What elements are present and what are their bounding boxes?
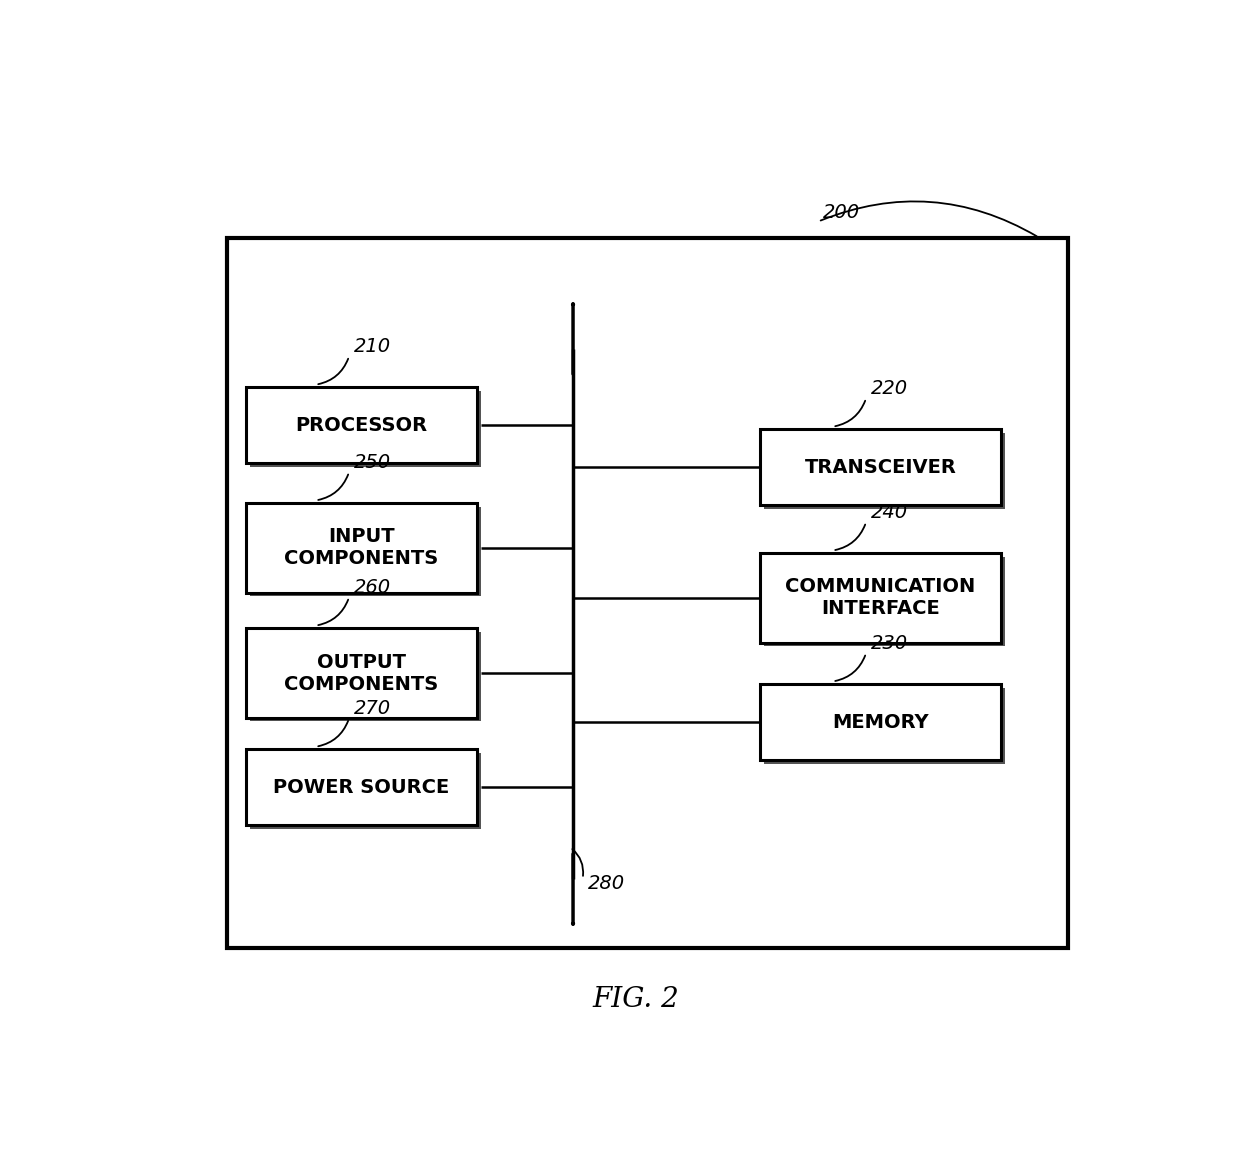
- Text: 280: 280: [588, 873, 625, 893]
- Bar: [247, 750, 477, 825]
- Text: 200: 200: [823, 202, 861, 222]
- Text: POWER SOURCE: POWER SOURCE: [274, 778, 450, 796]
- Text: MEMORY: MEMORY: [832, 713, 929, 731]
- Bar: [250, 391, 481, 467]
- Text: 240: 240: [870, 503, 908, 522]
- Text: INPUT
COMPONENTS: INPUT COMPONENTS: [284, 527, 439, 569]
- Text: 250: 250: [353, 453, 391, 471]
- Text: 260: 260: [353, 578, 391, 597]
- Bar: [760, 554, 1001, 643]
- Text: 270: 270: [353, 699, 391, 719]
- Text: 230: 230: [870, 634, 908, 652]
- Bar: [247, 628, 477, 717]
- Bar: [760, 430, 1001, 505]
- Text: OUTPUT
COMPONENTS: OUTPUT COMPONENTS: [284, 652, 439, 693]
- Text: FIG. 2: FIG. 2: [593, 986, 678, 1012]
- Bar: [760, 684, 1001, 760]
- Text: 210: 210: [353, 337, 391, 356]
- Bar: [764, 433, 1004, 509]
- Bar: [250, 506, 481, 596]
- Bar: [764, 687, 1004, 764]
- Bar: [247, 503, 477, 592]
- Text: 220: 220: [870, 380, 908, 398]
- Text: PROCESSOR: PROCESSOR: [295, 416, 428, 435]
- Text: TRANSCEIVER: TRANSCEIVER: [805, 457, 956, 477]
- Bar: [247, 388, 477, 463]
- Bar: [227, 238, 1068, 949]
- Bar: [764, 557, 1004, 647]
- Bar: [250, 632, 481, 721]
- Text: COMMUNICATION
INTERFACE: COMMUNICATION INTERFACE: [785, 577, 976, 619]
- Bar: [250, 753, 481, 829]
